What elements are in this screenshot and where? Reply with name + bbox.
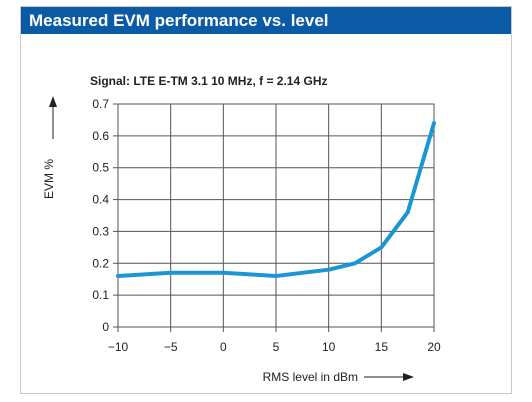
y-tick-label: 0.2	[92, 256, 109, 270]
x-tick-label: 20	[427, 340, 441, 354]
axis-ticks	[113, 103, 435, 332]
evm-line-chart: Signal: LTE E-TM 3.1 10 MHz, f = 2.14 GH…	[42, 74, 441, 384]
y-tick-label: 0.4	[92, 193, 109, 207]
x-tick-label: 10	[322, 340, 336, 354]
x-tick-label: 15	[375, 340, 389, 354]
y-tick-label: 0.7	[92, 97, 109, 111]
y-axis-arrow-head	[49, 96, 57, 107]
y-axis-label: EVM %	[42, 159, 56, 199]
y-tick-labels: 0 0.1 0.2 0.3 0.4 0.5 0.6 0.7	[92, 97, 109, 334]
y-tick-label: 0.5	[92, 161, 109, 175]
x-tick-label: 5	[273, 340, 280, 354]
x-tick-labels: −10 −5 0 5 10 15 20	[108, 340, 441, 354]
x-axis-arrow-head	[403, 373, 414, 381]
y-tick-label: 0.3	[92, 224, 109, 238]
chart-subtitle: Signal: LTE E-TM 3.1 10 MHz, f = 2.14 GH…	[90, 74, 328, 88]
evm-series-line	[116, 121, 436, 278]
x-tick-label: −5	[164, 340, 178, 354]
y-tick-label: 0	[102, 320, 109, 334]
y-tick-label: 0.6	[92, 129, 109, 143]
y-tick-label: 0.1	[92, 288, 109, 302]
x-tick-label: −10	[108, 340, 129, 354]
chart-panel: Measured EVM performance vs. level Signa…	[20, 6, 512, 394]
grid	[117, 103, 435, 328]
panel-title: Measured EVM performance vs. level	[21, 7, 511, 34]
x-tick-label: 0	[220, 340, 227, 354]
x-axis-label: RMS level in dBm	[263, 370, 358, 384]
